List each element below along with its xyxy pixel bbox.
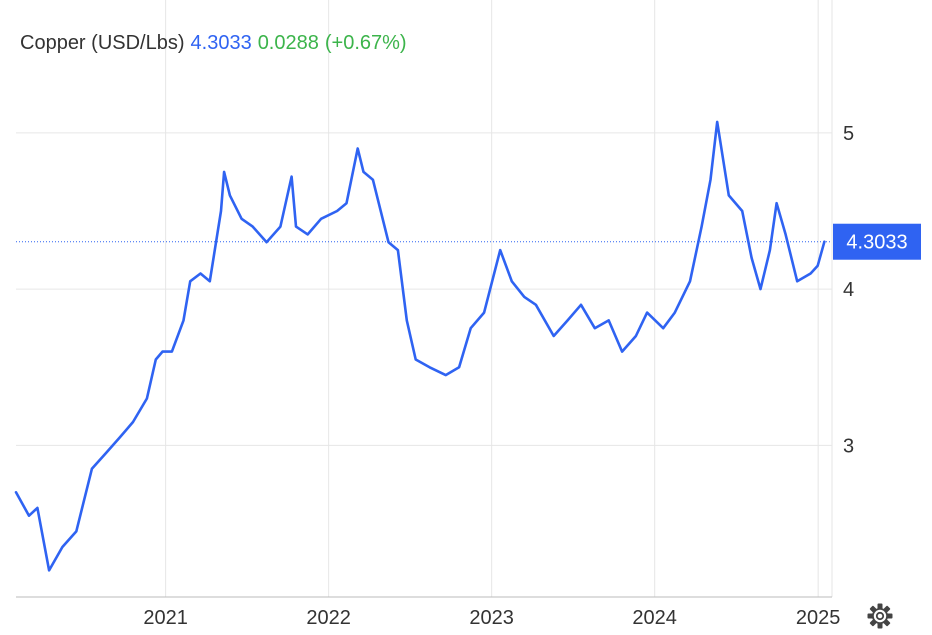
price-change: 0.0288 xyxy=(257,32,319,54)
instrument-name: Copper (USD/Lbs) xyxy=(20,32,185,54)
x-tick-label: 2023 xyxy=(469,607,514,629)
x-axis-ticks: 2021 2022 2023 2024 2025 xyxy=(143,607,840,629)
x-tick-label: 2021 xyxy=(143,607,188,629)
x-tick-label: 2024 xyxy=(632,607,677,629)
y-tick-label: 4 xyxy=(843,279,854,301)
y-tick-label: 5 xyxy=(843,123,854,145)
last-price-badge: 4.3033 xyxy=(833,223,921,260)
price-change-percent: (+0.67%) xyxy=(324,32,407,54)
settings-button[interactable] xyxy=(866,602,894,630)
chart-grid xyxy=(16,0,833,597)
series-line[interactable] xyxy=(14,120,826,572)
x-tick-label: 2025 xyxy=(796,607,841,629)
current-price: 4.3033 xyxy=(190,32,252,54)
chart-header: Copper (USD/Lbs) 4.3033 0.0288 (+0.67%) xyxy=(20,32,413,55)
x-tick-label: 2022 xyxy=(306,607,351,629)
y-tick-label: 3 xyxy=(843,435,854,457)
y-axis-ticks: 3 4 5 xyxy=(843,123,854,458)
last-price-badge-bg xyxy=(833,223,921,260)
gear-icon xyxy=(867,603,893,629)
last-price-label: 4.3033 xyxy=(846,232,907,254)
